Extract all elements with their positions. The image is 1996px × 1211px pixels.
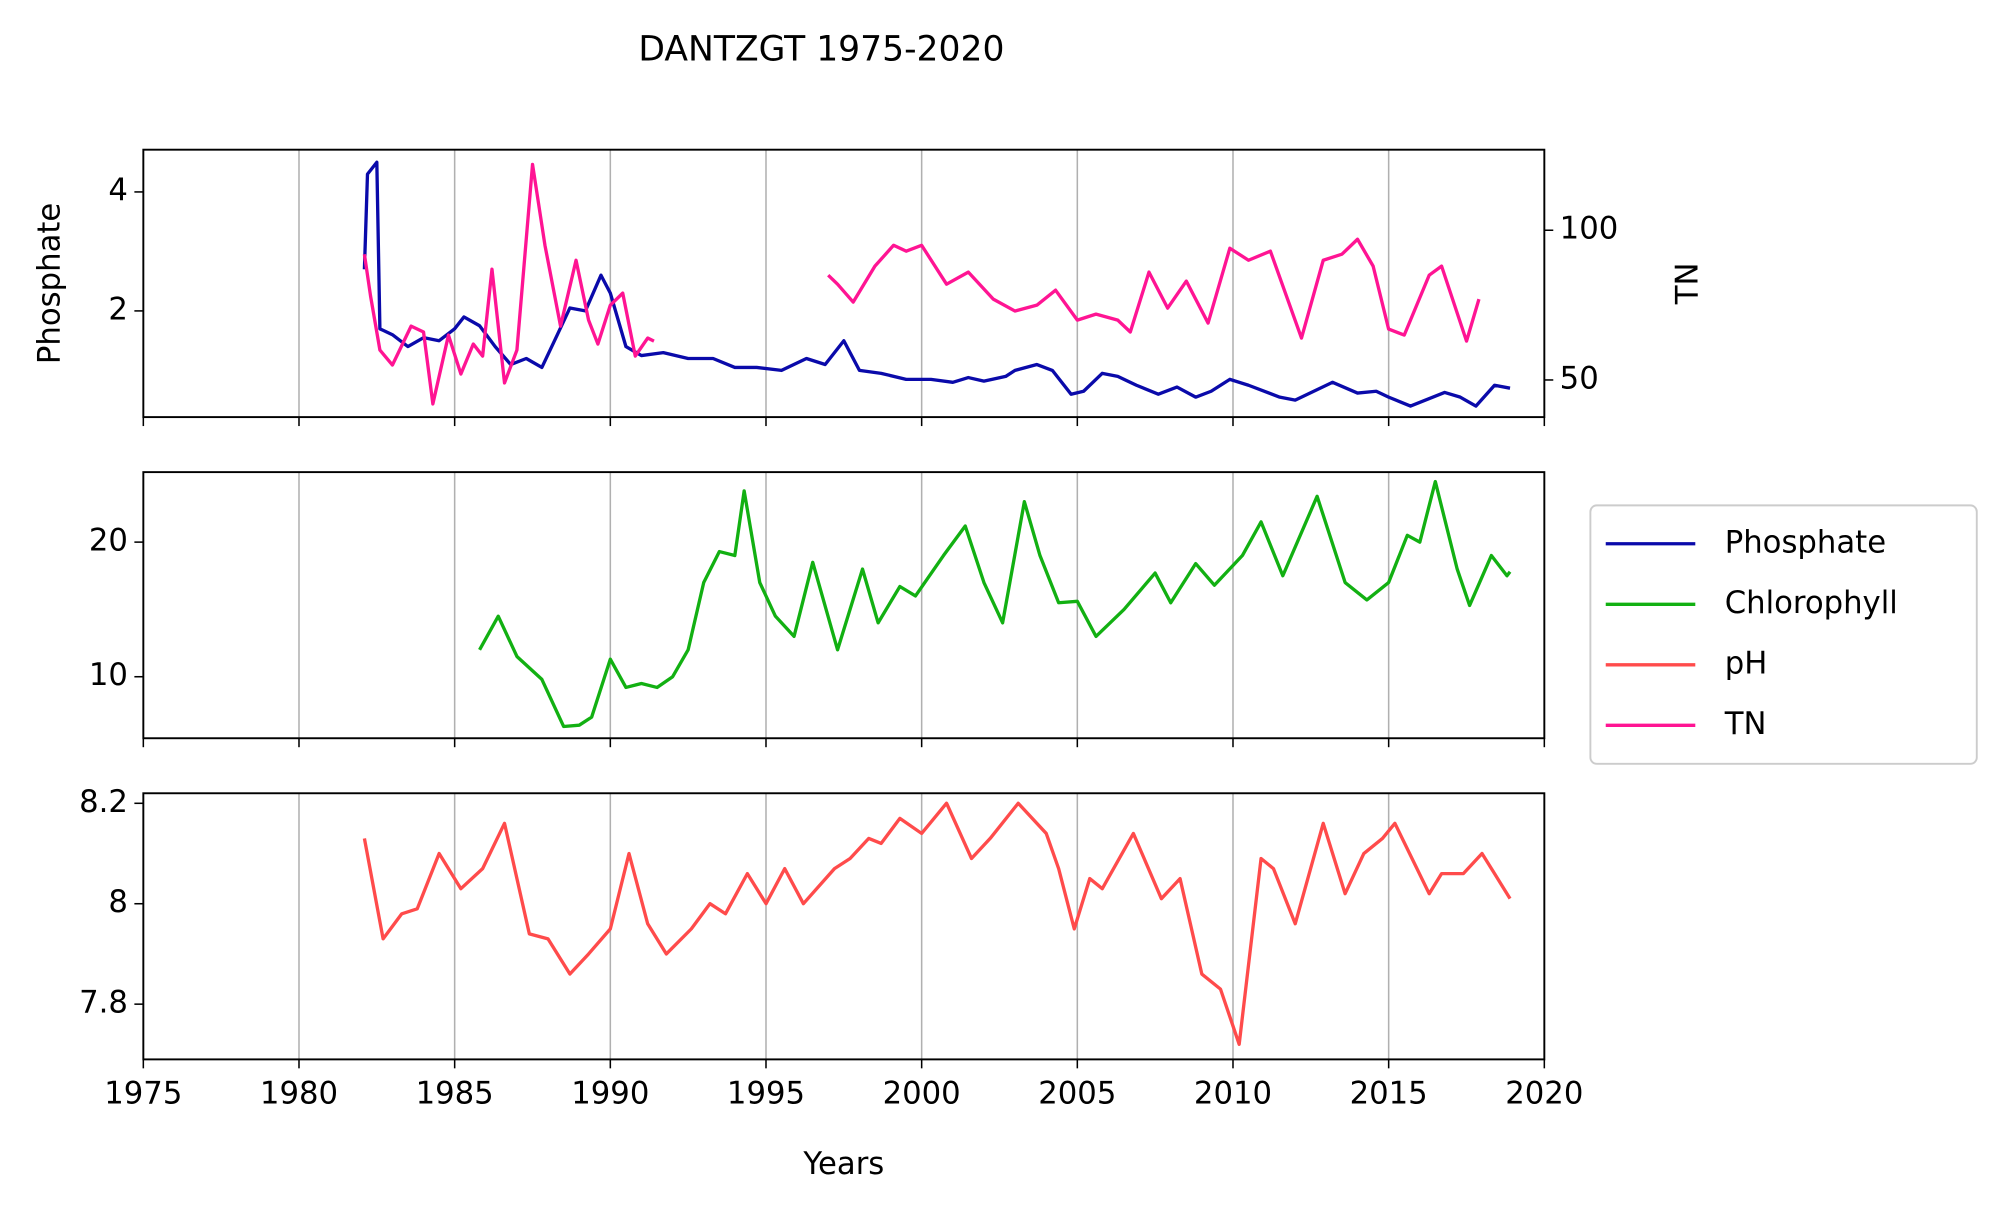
axes-frame bbox=[142, 792, 1546, 1061]
y2-tick-label: 50 bbox=[1560, 361, 1599, 396]
y-tick-label: 10 bbox=[89, 658, 128, 693]
y-axis-label: Phosphate bbox=[33, 203, 68, 364]
x-tick-label: 2010 bbox=[1194, 1077, 1272, 1112]
x-tick-label: 2000 bbox=[883, 1077, 961, 1112]
x-tick-label: 2005 bbox=[1038, 1077, 1116, 1112]
x-tick-label: 1990 bbox=[571, 1077, 649, 1112]
y-tick-label: 8.2 bbox=[79, 785, 128, 820]
data-line bbox=[478, 479, 1512, 729]
y-tick-label: 4 bbox=[108, 173, 128, 208]
y2-axis-label: TN bbox=[1670, 263, 1705, 306]
legend-label: TN bbox=[1724, 707, 1767, 742]
legend: Phosphate Chlorophyll pH TN bbox=[1589, 504, 1978, 765]
x-tick-label: 2015 bbox=[1350, 1077, 1428, 1112]
y-tick-label: 8 bbox=[108, 885, 128, 920]
legend-label: Phosphate bbox=[1725, 525, 1886, 560]
y2-tick-label: 100 bbox=[1560, 212, 1619, 247]
axes-frame bbox=[142, 148, 1546, 419]
chart-title: DANTZGT 1975-2020 bbox=[638, 30, 1004, 70]
data-line bbox=[362, 160, 1511, 408]
data-line bbox=[362, 801, 1512, 1046]
legend-label: pH bbox=[1725, 646, 1768, 681]
y-tick-label: 2 bbox=[108, 292, 128, 327]
data-line bbox=[362, 162, 1481, 406]
legend-box bbox=[1589, 504, 1978, 765]
y-tick-label: 20 bbox=[89, 524, 128, 559]
legend-label: Chlorophyll bbox=[1725, 586, 1898, 621]
x-tick-label: 1985 bbox=[416, 1077, 494, 1112]
y-tick-label: 7.8 bbox=[79, 986, 128, 1021]
x-tick-label: 1980 bbox=[260, 1077, 338, 1112]
x-tick-label: 1995 bbox=[727, 1077, 805, 1112]
axes-frame bbox=[142, 471, 1546, 740]
x-axis-label: Years bbox=[802, 1147, 884, 1182]
x-tick-label: 2020 bbox=[1505, 1077, 1583, 1112]
x-tick-label: 1975 bbox=[104, 1077, 182, 1112]
